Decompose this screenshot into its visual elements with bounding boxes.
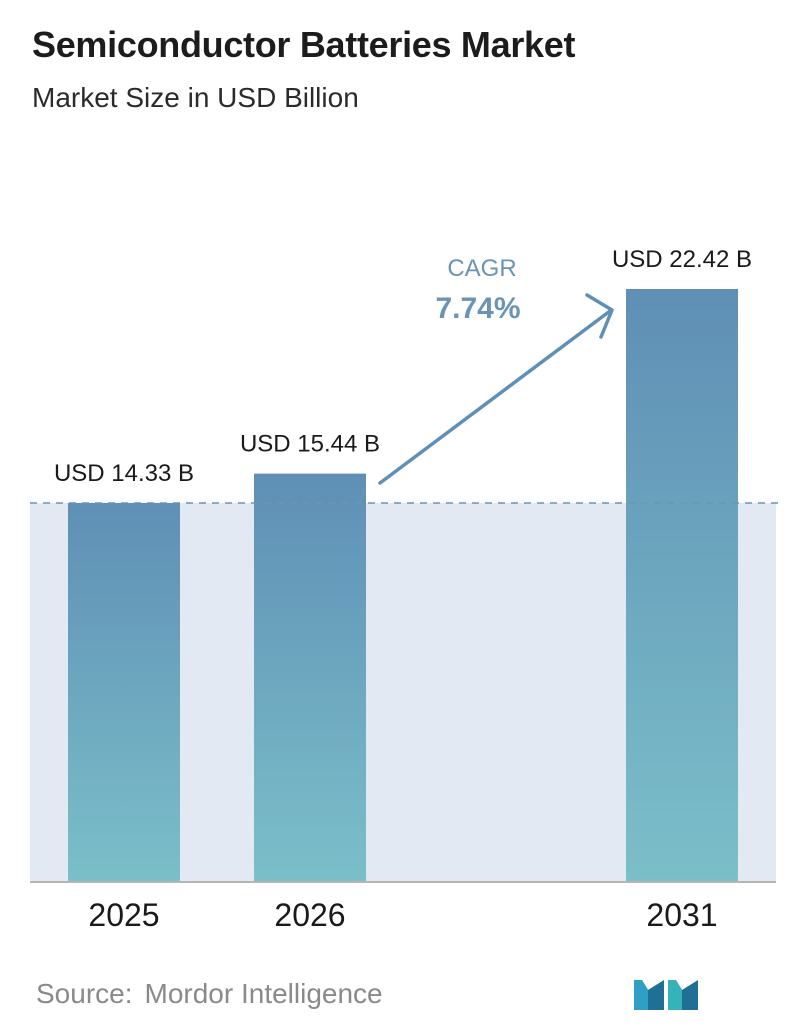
bar-2026 bbox=[254, 473, 366, 882]
source-line: Source: Mordor Intelligence bbox=[36, 978, 383, 1010]
category-label-2026: 2026 bbox=[274, 897, 345, 933]
cagr-arrow bbox=[378, 309, 612, 485]
value-label-2026: USD 15.44 B bbox=[240, 431, 380, 458]
category-label-2031: 2031 bbox=[646, 897, 717, 933]
cagr-label: CAGR bbox=[447, 255, 516, 282]
bar-chart: USD 14.33 B USD 15.44 B USD 22.42 B 2025 202… bbox=[30, 246, 782, 933]
value-label-2031: USD 22.42 B bbox=[612, 246, 752, 273]
bar-2031 bbox=[626, 289, 738, 882]
source-label: Source: bbox=[36, 978, 133, 1009]
cagr-arrow-head bbox=[585, 293, 614, 339]
bar-2025 bbox=[68, 502, 180, 882]
source-name: Mordor Intelligence bbox=[144, 978, 383, 1009]
category-label-2025: 2025 bbox=[88, 897, 159, 933]
chart-subtitle: Market Size in USD Billion bbox=[32, 82, 359, 113]
cagr-value: 7.74% bbox=[435, 292, 520, 325]
mordor-intelligence-logo-icon bbox=[634, 980, 698, 1010]
value-label-2025: USD 14.33 B bbox=[54, 460, 194, 487]
chart-title: Semiconductor Batteries Market bbox=[32, 24, 576, 65]
